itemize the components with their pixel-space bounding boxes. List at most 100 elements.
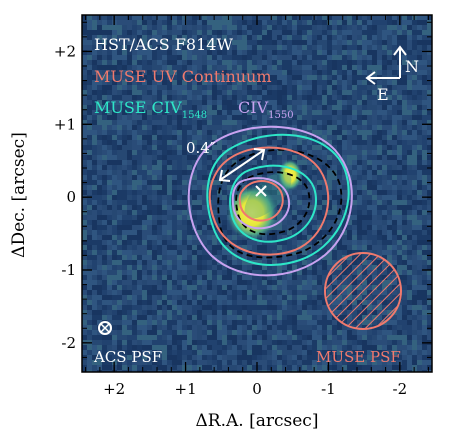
noise-pixel [307, 315, 312, 320]
noise-pixel [327, 40, 332, 45]
noise-pixel [207, 310, 212, 315]
noise-pixel [407, 65, 412, 70]
noise-pixel [97, 210, 102, 215]
noise-pixel [352, 355, 357, 360]
noise-pixel [82, 40, 87, 45]
noise-pixel [87, 250, 92, 255]
noise-pixel [97, 285, 102, 290]
noise-pixel [282, 345, 287, 350]
noise-pixel [127, 15, 132, 20]
noise-pixel [127, 220, 132, 225]
noise-pixel [202, 200, 207, 205]
noise-pixel [92, 190, 97, 195]
noise-pixel [412, 300, 417, 305]
noise-pixel [147, 265, 152, 270]
noise-pixel [337, 195, 342, 200]
noise-pixel [257, 335, 262, 340]
noise-pixel [167, 210, 172, 215]
noise-pixel [212, 315, 217, 320]
noise-pixel [192, 275, 197, 280]
noise-pixel [307, 80, 312, 85]
noise-pixel [262, 315, 267, 320]
noise-pixel [172, 295, 177, 300]
noise-pixel [87, 305, 92, 310]
noise-pixel [387, 205, 392, 210]
noise-pixel [302, 270, 307, 275]
noise-pixel [232, 125, 237, 130]
noise-pixel [177, 15, 182, 20]
noise-pixel [82, 335, 87, 340]
noise-pixel [242, 335, 247, 340]
noise-pixel [102, 200, 107, 205]
noise-pixel [132, 290, 137, 295]
noise-pixel [207, 230, 212, 235]
noise-pixel [242, 110, 247, 115]
noise-pixel [242, 175, 247, 180]
noise-pixel [167, 110, 172, 115]
noise-pixel [382, 90, 387, 95]
noise-pixel [272, 80, 277, 85]
noise-pixel [257, 325, 262, 330]
noise-pixel [282, 210, 287, 215]
noise-pixel [302, 195, 307, 200]
noise-pixel [142, 80, 147, 85]
noise-pixel [427, 310, 432, 315]
noise-pixel [257, 180, 262, 185]
noise-pixel [207, 115, 212, 120]
noise-pixel [382, 355, 387, 360]
noise-pixel [97, 245, 102, 250]
noise-pixel [347, 95, 352, 100]
noise-pixel [287, 155, 292, 160]
noise-pixel [97, 95, 102, 100]
noise-pixel [102, 370, 107, 372]
noise-pixel [297, 300, 302, 305]
noise-pixel [97, 225, 102, 230]
noise-pixel [82, 150, 87, 155]
noise-pixel [337, 130, 342, 135]
noise-pixel [107, 345, 112, 350]
noise-pixel [217, 355, 222, 360]
noise-pixel [282, 355, 287, 360]
noise-pixel [427, 320, 432, 325]
noise-pixel [112, 80, 117, 85]
noise-pixel [402, 280, 407, 285]
noise-pixel [257, 20, 262, 25]
noise-pixel [402, 90, 407, 95]
noise-pixel [232, 300, 237, 305]
noise-pixel [127, 315, 132, 320]
noise-pixel [417, 255, 422, 260]
noise-pixel [302, 235, 307, 240]
noise-pixel [407, 80, 412, 85]
noise-pixel [212, 165, 217, 170]
noise-pixel [227, 320, 232, 325]
noise-pixel [367, 355, 372, 360]
noise-pixel [297, 345, 302, 350]
noise-pixel [232, 65, 237, 70]
noise-pixel [387, 20, 392, 25]
noise-pixel [247, 55, 252, 60]
noise-pixel [222, 230, 227, 235]
noise-pixel [262, 300, 267, 305]
noise-pixel [117, 335, 122, 340]
noise-pixel [302, 160, 307, 165]
noise-pixel [272, 285, 277, 290]
noise-pixel [337, 365, 342, 370]
noise-pixel [332, 30, 337, 35]
noise-pixel [117, 160, 122, 165]
noise-pixel [357, 155, 362, 160]
noise-pixel [352, 110, 357, 115]
noise-pixel [97, 20, 102, 25]
noise-pixel [252, 95, 257, 100]
noise-pixel [82, 250, 87, 255]
noise-pixel [347, 60, 352, 65]
noise-pixel [97, 50, 102, 55]
noise-pixel [317, 215, 322, 220]
noise-pixel [157, 130, 162, 135]
noise-pixel [342, 330, 347, 335]
noise-pixel [202, 150, 207, 155]
noise-pixel [292, 25, 297, 30]
noise-pixel [267, 20, 272, 25]
noise-pixel [372, 20, 377, 25]
noise-pixel [427, 170, 432, 175]
noise-pixel [152, 200, 157, 205]
